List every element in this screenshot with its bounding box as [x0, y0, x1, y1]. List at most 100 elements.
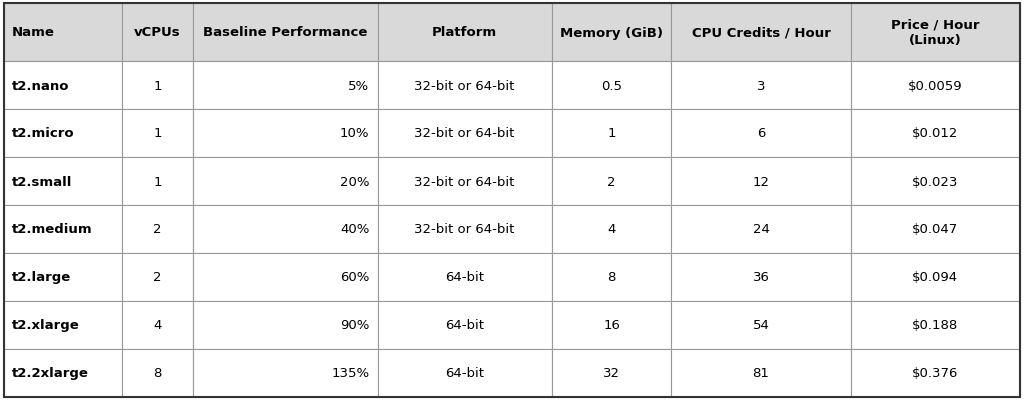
Text: Platform: Platform: [432, 26, 498, 39]
Bar: [122, 62, 194, 110]
Text: 3: 3: [757, 79, 765, 92]
Text: 8: 8: [154, 367, 162, 380]
Text: 32-bit or 64-bit: 32-bit or 64-bit: [415, 223, 515, 236]
Text: 32: 32: [603, 367, 621, 380]
Text: 64-bit: 64-bit: [445, 319, 484, 332]
Bar: [122, 349, 194, 397]
Text: t2.nano: t2.nano: [12, 79, 70, 92]
Text: $0.0059: $0.0059: [908, 79, 963, 92]
Bar: [194, 158, 378, 205]
Text: 8: 8: [607, 271, 615, 284]
Bar: [4, 253, 122, 301]
Text: 64-bit: 64-bit: [445, 271, 484, 284]
Text: 20%: 20%: [340, 175, 370, 188]
Text: $0.012: $0.012: [912, 127, 958, 140]
Text: $0.188: $0.188: [912, 319, 958, 332]
Bar: [851, 253, 1020, 301]
Bar: [672, 349, 851, 397]
Text: 1: 1: [154, 175, 162, 188]
Bar: [122, 4, 194, 62]
Text: 16: 16: [603, 319, 621, 332]
Text: 0.5: 0.5: [601, 79, 623, 92]
Bar: [851, 110, 1020, 158]
Text: 6: 6: [757, 127, 765, 140]
Bar: [194, 4, 378, 62]
Bar: [552, 205, 672, 253]
Text: 81: 81: [753, 367, 769, 380]
Bar: [851, 349, 1020, 397]
Text: 32-bit or 64-bit: 32-bit or 64-bit: [415, 127, 515, 140]
Bar: [194, 110, 378, 158]
Text: 1: 1: [607, 127, 615, 140]
Text: 90%: 90%: [340, 319, 370, 332]
Bar: [122, 301, 194, 349]
Text: 24: 24: [753, 223, 769, 236]
Bar: [672, 253, 851, 301]
Bar: [4, 205, 122, 253]
Bar: [4, 4, 122, 62]
Text: 12: 12: [753, 175, 769, 188]
Text: 2: 2: [154, 271, 162, 284]
Bar: [378, 110, 552, 158]
Bar: [378, 253, 552, 301]
Bar: [552, 4, 672, 62]
Text: 40%: 40%: [340, 223, 370, 236]
Bar: [378, 349, 552, 397]
Bar: [851, 4, 1020, 62]
Text: 2: 2: [154, 223, 162, 236]
Text: 36: 36: [753, 271, 769, 284]
Text: t2.small: t2.small: [12, 175, 73, 188]
Bar: [194, 62, 378, 110]
Bar: [552, 253, 672, 301]
Bar: [552, 110, 672, 158]
Text: vCPUs: vCPUs: [134, 26, 180, 39]
Bar: [552, 301, 672, 349]
Bar: [672, 158, 851, 205]
Bar: [378, 158, 552, 205]
Text: 60%: 60%: [340, 271, 370, 284]
Text: t2.medium: t2.medium: [12, 223, 92, 236]
Text: Baseline Performance: Baseline Performance: [203, 26, 368, 39]
Text: 32-bit or 64-bit: 32-bit or 64-bit: [415, 175, 515, 188]
Text: 1: 1: [154, 127, 162, 140]
Text: t2.2xlarge: t2.2xlarge: [12, 367, 89, 380]
Bar: [672, 4, 851, 62]
Text: 4: 4: [607, 223, 615, 236]
Text: 135%: 135%: [332, 367, 370, 380]
Bar: [851, 62, 1020, 110]
Text: $0.047: $0.047: [912, 223, 958, 236]
Text: t2.large: t2.large: [12, 271, 72, 284]
Bar: [378, 4, 552, 62]
Bar: [4, 349, 122, 397]
Bar: [122, 110, 194, 158]
Bar: [378, 301, 552, 349]
Bar: [851, 205, 1020, 253]
Bar: [4, 301, 122, 349]
Bar: [4, 110, 122, 158]
Bar: [672, 110, 851, 158]
Bar: [378, 205, 552, 253]
Bar: [194, 205, 378, 253]
Text: $0.094: $0.094: [912, 271, 958, 284]
Text: 10%: 10%: [340, 127, 370, 140]
Bar: [672, 205, 851, 253]
Text: 54: 54: [753, 319, 769, 332]
Text: 2: 2: [607, 175, 615, 188]
Text: $0.023: $0.023: [912, 175, 958, 188]
Bar: [672, 301, 851, 349]
Bar: [552, 349, 672, 397]
Text: 4: 4: [154, 319, 162, 332]
Bar: [4, 62, 122, 110]
Bar: [194, 253, 378, 301]
Text: CPU Credits / Hour: CPU Credits / Hour: [691, 26, 830, 39]
Bar: [378, 62, 552, 110]
Text: t2.micro: t2.micro: [12, 127, 75, 140]
Bar: [851, 301, 1020, 349]
Bar: [194, 349, 378, 397]
Text: 64-bit: 64-bit: [445, 367, 484, 380]
Text: 1: 1: [154, 79, 162, 92]
Text: 32-bit or 64-bit: 32-bit or 64-bit: [415, 79, 515, 92]
Bar: [194, 301, 378, 349]
Text: Memory (GiB): Memory (GiB): [560, 26, 664, 39]
Text: Name: Name: [12, 26, 55, 39]
